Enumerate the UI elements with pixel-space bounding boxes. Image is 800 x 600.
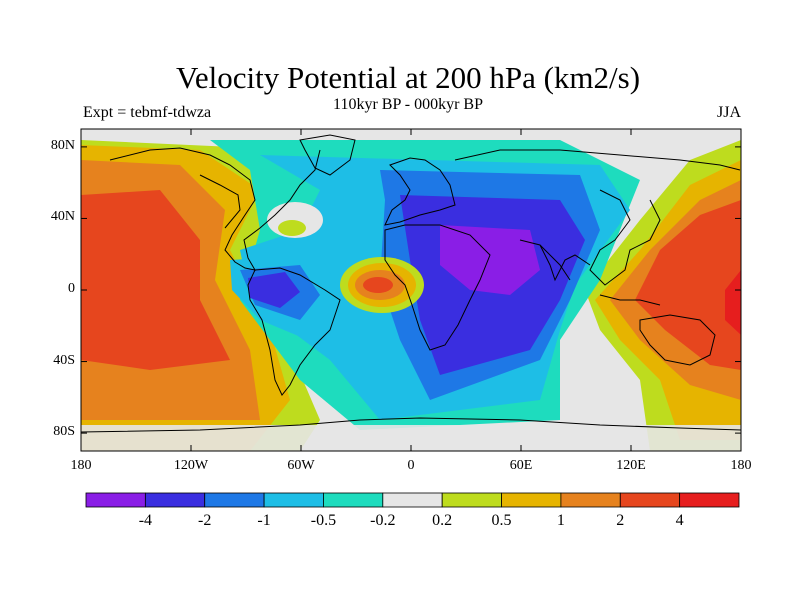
colorbar-label: -4 (138, 512, 153, 529)
lon-label: 180 (730, 458, 752, 473)
lat-tick-marks (81, 146, 741, 434)
positive-pacific-east-4 (725, 270, 741, 335)
negative-samerica-2 (248, 272, 300, 308)
lat-label: 80N (50, 137, 75, 153)
positive-atlantic-2 (363, 277, 393, 293)
experiment-label: Expt = tebmf-tdwza (83, 104, 212, 121)
lon-label: 180 (70, 458, 92, 473)
colorbar-label: 1 (556, 512, 565, 529)
colorbar-swatch (441, 492, 502, 508)
lat-label: 40N (50, 209, 75, 225)
positive-pacific-west-2 (81, 190, 230, 370)
coastlines (81, 134, 741, 433)
lon-label: 60W (287, 458, 315, 473)
colorbar-swatch (144, 492, 206, 508)
colorbar-label: -2 (198, 512, 212, 529)
negative-main-4 (440, 225, 540, 295)
lon-tick-marks (80, 129, 742, 451)
colorbar-swatch (204, 492, 265, 508)
field-layer (81, 129, 741, 451)
colorbar-swatch (85, 492, 146, 508)
lat-label: 0 (68, 281, 75, 296)
colorbar-swatch (560, 492, 621, 508)
plot-subtitle: 110kyr BP - 000kyr BP (333, 96, 483, 113)
colorbar-label: 4 (675, 512, 684, 529)
colorbar-label: -0.5 (310, 512, 337, 529)
colorbar-label: -0.2 (370, 512, 396, 529)
colorbar-swatch (323, 492, 384, 508)
lon-label: 0 (407, 458, 415, 473)
positive-natlantic-inner (278, 220, 306, 236)
lon-label: 120E (616, 458, 646, 473)
lat-label: 80S (53, 424, 75, 440)
colorbar-swatch (263, 492, 324, 508)
lat-label: 40S (53, 352, 75, 368)
colorbar (85, 492, 740, 508)
colorbar-swatch (501, 492, 562, 508)
colorbar-label: 2 (616, 512, 625, 529)
positive-pacific-east-2 (635, 200, 741, 370)
colorbar-label: -1 (257, 512, 271, 529)
colorbar-label: 0.2 (432, 512, 453, 529)
plot-title: Velocity Potential at 200 hPa (km2/s) (175, 60, 641, 95)
colorbar-swatch (382, 492, 443, 508)
lon-label: 120W (173, 458, 209, 473)
colorbar-swatch (679, 492, 740, 508)
lon-label: 60E (509, 458, 533, 473)
season-label: JJA (716, 104, 741, 121)
colorbar-label: 0.5 (491, 512, 512, 529)
colorbar-swatch (619, 492, 681, 508)
